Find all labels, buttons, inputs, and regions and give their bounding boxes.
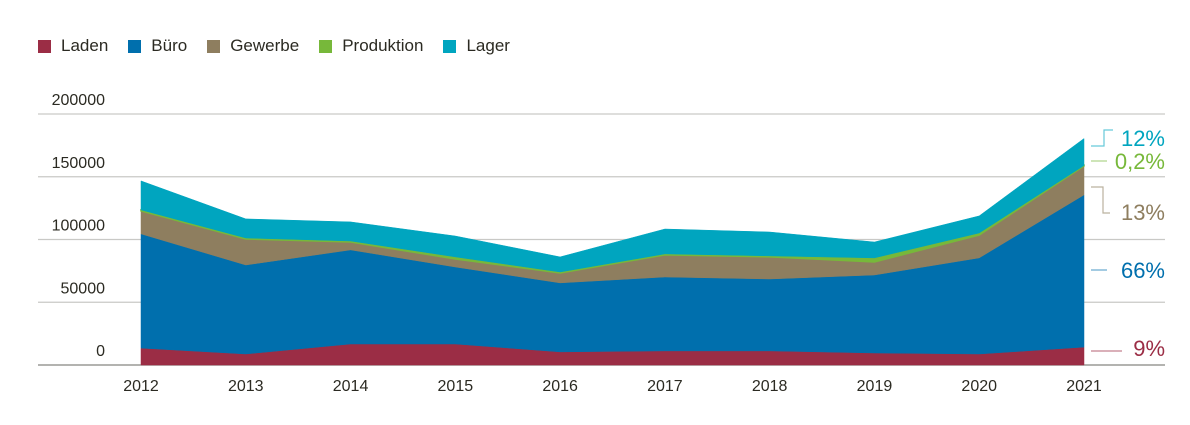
- share-label-produktion: 0,2%: [1115, 149, 1165, 174]
- share-label-gewerbe: 13%: [1121, 200, 1165, 225]
- y-tick-label: 0: [96, 343, 105, 360]
- legend-swatch-laden: [38, 39, 51, 53]
- x-tick-label: 2014: [333, 378, 369, 395]
- annotation-leader-lager: [1091, 129, 1113, 147]
- x-tick-label: 2018: [752, 378, 788, 395]
- legend-label-buero: Büro: [151, 36, 188, 55]
- share-label-buero: 66%: [1121, 258, 1165, 283]
- x-tick-label: 2017: [647, 378, 683, 395]
- y-axis-ticks: 0 50000 100000 150000 200000: [52, 92, 105, 360]
- y-tick-label: 50000: [61, 280, 106, 297]
- x-tick-label: 2020: [961, 378, 997, 395]
- x-axis-ticks: 2012 2013 2014 2015 2016 2017 2018 2019 2020 2021: [123, 378, 1102, 395]
- chart-legend: Laden Büro Gewerbe Produktion Lager: [38, 36, 530, 56]
- legend-item-buero: Büro: [128, 36, 187, 56]
- share-label-laden: 9%: [1133, 336, 1165, 361]
- x-tick-label: 2019: [857, 378, 893, 395]
- legend-label-lager: Lager: [466, 36, 510, 55]
- legend-label-produktion: Produktion: [342, 36, 424, 55]
- legend-swatch-produktion: [319, 39, 333, 53]
- y-tick-label: 150000: [52, 155, 105, 172]
- x-tick-label: 2013: [228, 378, 264, 395]
- y-tick-label: 200000: [52, 92, 105, 109]
- legend-item-laden: Laden: [38, 36, 108, 56]
- share-annotations: 12%0,2% 13% 66% 9%: [1091, 126, 1165, 361]
- legend-item-gewerbe: Gewerbe: [207, 36, 299, 56]
- x-tick-label: 2012: [123, 378, 159, 395]
- x-tick-label: 2016: [542, 378, 578, 395]
- legend-label-laden: Laden: [61, 36, 109, 55]
- area-series: [140, 138, 1085, 366]
- x-tick-label: 2021: [1066, 378, 1102, 395]
- x-tick-label: 2015: [438, 378, 474, 395]
- y-tick-label: 100000: [52, 218, 105, 235]
- annotation-leader-gewerbe: [1091, 186, 1110, 214]
- legend-swatch-lager: [443, 39, 457, 53]
- legend-swatch-gewerbe: [207, 39, 221, 53]
- area-lager: [140, 138, 1085, 273]
- share-label-lager: 12%: [1121, 126, 1165, 151]
- legend-item-produktion: Produktion: [319, 36, 423, 56]
- legend-label-gewerbe: Gewerbe: [230, 36, 300, 55]
- legend-swatch-buero: [128, 39, 142, 53]
- legend-item-lager: Lager: [443, 36, 510, 56]
